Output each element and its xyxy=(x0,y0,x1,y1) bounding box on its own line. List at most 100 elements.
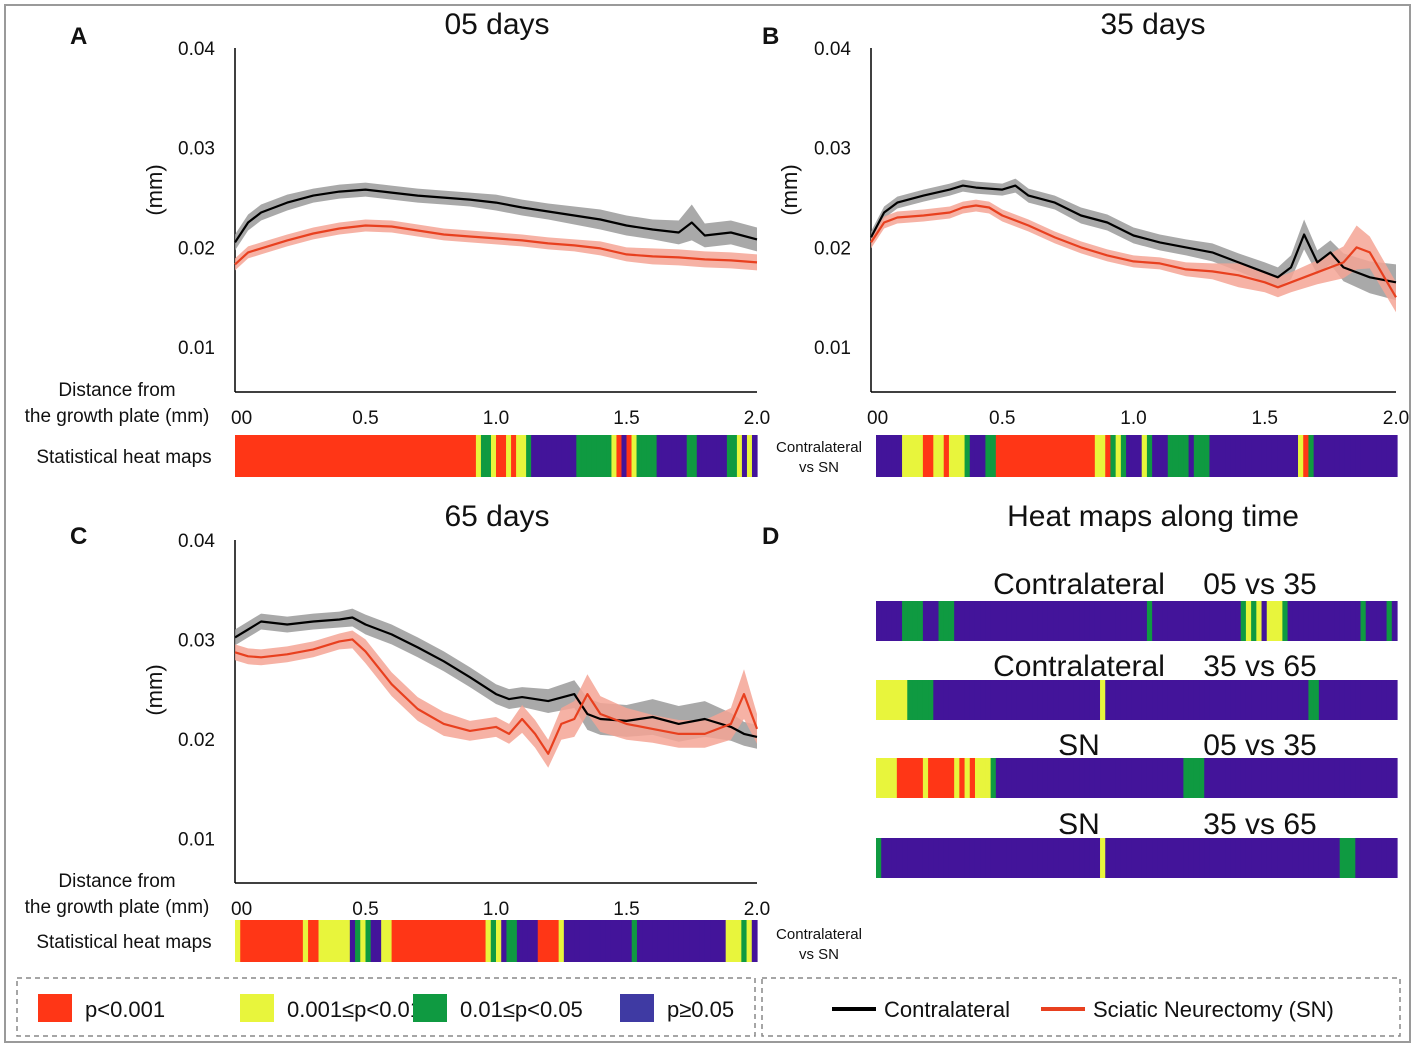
heatmap-cell xyxy=(666,435,673,477)
heatmap-cell xyxy=(391,920,398,962)
panel-letter: D xyxy=(762,523,779,550)
statistical-heatmap-bar xyxy=(235,435,758,477)
heatmap-cell xyxy=(715,920,722,962)
heatmap-cell xyxy=(300,435,306,477)
heatmap-cell xyxy=(1157,758,1164,798)
heatmap-cell xyxy=(1199,435,1205,477)
x-axis-label-line1: Distance from xyxy=(58,871,175,892)
heatmap-cell xyxy=(553,920,560,962)
heatmap-cell xyxy=(886,680,893,720)
heatmap-cell xyxy=(1360,435,1367,477)
heatmap-cell xyxy=(1308,758,1315,798)
heatmap-cell xyxy=(1027,758,1033,798)
heatmap-cell xyxy=(1277,838,1283,878)
heatmap-cell xyxy=(255,920,262,962)
heatmap-cell xyxy=(1209,838,1216,878)
heatmap-cell xyxy=(912,435,919,477)
heatmap-cell xyxy=(1339,838,1346,878)
heatmap-cell xyxy=(1073,680,1080,720)
heatmap-cell xyxy=(1172,435,1179,477)
heatmap-cell xyxy=(1287,838,1294,878)
heatmap-cell xyxy=(1053,601,1059,641)
heatmap-cell xyxy=(1214,838,1221,878)
heatmap-cell xyxy=(1001,838,1007,878)
panel-letter: C xyxy=(70,523,87,550)
heatmap-cell xyxy=(566,435,572,477)
heatmap-cell xyxy=(600,920,607,962)
heatmap-cell xyxy=(1167,435,1174,477)
heatmap-cell xyxy=(1381,838,1388,878)
heatmap-cell xyxy=(475,435,482,477)
heatmap-cell xyxy=(1204,680,1211,720)
heatmap-cell xyxy=(542,920,549,962)
heatmap-cell xyxy=(1334,601,1341,641)
heatmap-cell xyxy=(1386,758,1393,798)
heatmap-cell xyxy=(1199,838,1205,878)
heatmap-cell xyxy=(386,920,393,962)
heatmap-cell xyxy=(1167,680,1174,720)
x-axis-label-line1: Distance from xyxy=(58,380,175,401)
contralateral-band xyxy=(871,178,1396,301)
heatmap-cell xyxy=(699,920,706,962)
heatmap-cell xyxy=(943,758,950,798)
heatmap-cell xyxy=(990,838,997,878)
heatmap-cell xyxy=(1391,838,1398,878)
heatmap-cell xyxy=(1058,758,1065,798)
heatmap-cell xyxy=(1245,758,1252,798)
heatmap-cell xyxy=(496,435,502,477)
heatmap-cell xyxy=(1256,758,1263,798)
heatmap-cell xyxy=(621,920,628,962)
sn-band xyxy=(235,219,757,271)
heatmap-cell xyxy=(464,920,471,962)
heatmap-cell xyxy=(245,435,251,477)
heatmap-cell xyxy=(1183,838,1190,878)
heatmap-cell xyxy=(1162,435,1169,477)
heatmap-cell xyxy=(1089,758,1096,798)
heatmap-cell xyxy=(1016,680,1023,720)
legend-label-p4: p≥0.05 xyxy=(667,997,734,1022)
heatmap-cell xyxy=(334,920,340,962)
heatmap-cell xyxy=(1381,601,1388,641)
heatmap-cell xyxy=(1219,838,1226,878)
heatmap-cell xyxy=(980,435,987,477)
heatmap-cell xyxy=(1094,758,1101,798)
heatmap-cell xyxy=(1230,680,1237,720)
heatmap-cell xyxy=(907,680,914,720)
heatmap-cell xyxy=(302,920,309,962)
heatmap-cell xyxy=(954,680,960,720)
heatmap-cell xyxy=(420,435,427,477)
heatmap-cell xyxy=(995,601,1002,641)
heatmap-cell xyxy=(980,838,987,878)
heatmap-cell xyxy=(678,920,685,962)
timeline-heatmap-bar xyxy=(876,680,1398,720)
heatmap-cell xyxy=(1334,758,1341,798)
heatmap-cell xyxy=(1350,601,1356,641)
heatmap-cell xyxy=(445,435,452,477)
heatmap-cell xyxy=(1225,758,1231,798)
heatmap-cell xyxy=(928,435,934,477)
heatmap-cell xyxy=(584,920,591,962)
heatmap-cell xyxy=(1225,838,1231,878)
heatmap-cell xyxy=(295,435,301,477)
legend-label-sn: Sciatic Neurectomy (SN) xyxy=(1093,997,1334,1022)
heatmap-cell xyxy=(465,435,472,477)
heatmap-cell xyxy=(741,920,748,962)
heatmap-cell xyxy=(1282,435,1289,477)
heatmap-cell xyxy=(959,838,966,878)
heatmap-cell xyxy=(1011,601,1018,641)
heatmap-cell xyxy=(501,920,508,962)
heatmap-cell xyxy=(1073,435,1080,477)
heatmap-cell xyxy=(265,435,271,477)
heatmap-cell xyxy=(681,435,688,477)
heatmap-row-comparison: 05 vs 35 xyxy=(1203,568,1316,601)
heatmap-cell xyxy=(430,435,437,477)
heatmap-cell xyxy=(943,601,950,641)
heatmap-cell xyxy=(548,920,555,962)
heatmap-cell xyxy=(663,920,669,962)
heatmap-cell xyxy=(1303,435,1310,477)
heatmap-cell xyxy=(330,435,336,477)
heatmap-cell xyxy=(1339,601,1346,641)
heatmap-cell xyxy=(990,758,997,798)
heatmap-cell xyxy=(948,758,955,798)
heatmap-cell xyxy=(1271,838,1278,878)
